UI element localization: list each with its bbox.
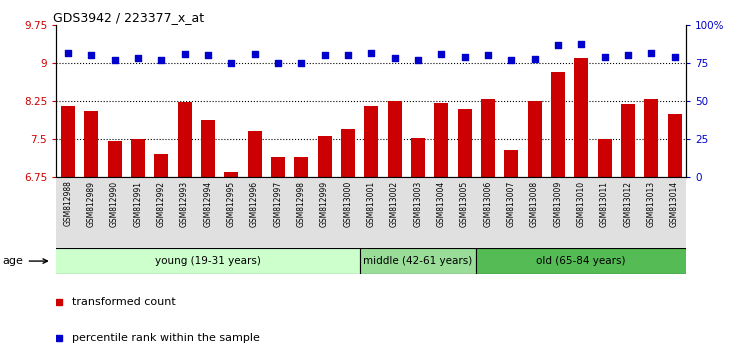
Bar xyxy=(476,248,686,274)
Bar xyxy=(248,131,262,177)
Text: GSM812998: GSM812998 xyxy=(297,181,306,227)
Bar xyxy=(411,138,425,177)
Text: GSM813005: GSM813005 xyxy=(460,181,469,227)
Point xyxy=(412,57,424,63)
Point xyxy=(598,54,610,59)
Bar xyxy=(598,139,611,177)
Point xyxy=(248,51,260,57)
Bar xyxy=(84,111,98,177)
Point xyxy=(342,52,354,58)
Bar xyxy=(574,58,588,177)
Text: GSM813004: GSM813004 xyxy=(436,181,445,227)
Bar xyxy=(294,157,308,177)
Text: GSM812996: GSM812996 xyxy=(250,181,259,227)
Bar xyxy=(131,139,145,177)
Bar xyxy=(527,101,542,177)
Bar xyxy=(364,106,378,177)
Bar xyxy=(458,108,472,177)
Text: GSM812989: GSM812989 xyxy=(87,181,96,227)
Bar xyxy=(668,114,682,177)
Text: transformed count: transformed count xyxy=(72,297,176,307)
Text: GDS3942 / 223377_x_at: GDS3942 / 223377_x_at xyxy=(53,11,204,24)
Text: GSM813011: GSM813011 xyxy=(600,181,609,227)
Bar xyxy=(388,101,401,177)
Text: GSM813002: GSM813002 xyxy=(390,181,399,227)
Point xyxy=(109,57,121,63)
Point xyxy=(178,51,190,57)
Text: old (65-84 years): old (65-84 years) xyxy=(536,256,626,266)
Point xyxy=(155,57,167,63)
Bar xyxy=(61,106,75,177)
Text: GSM813010: GSM813010 xyxy=(577,181,586,227)
Text: GSM813014: GSM813014 xyxy=(670,181,679,227)
Text: GSM813006: GSM813006 xyxy=(484,181,493,227)
Point xyxy=(622,52,634,58)
Bar xyxy=(56,177,686,248)
Text: middle (42-61 years): middle (42-61 years) xyxy=(363,256,472,266)
Text: GSM812995: GSM812995 xyxy=(226,181,236,227)
Bar xyxy=(359,248,476,274)
Point xyxy=(529,56,541,62)
Bar xyxy=(644,99,658,177)
Text: GSM813007: GSM813007 xyxy=(507,181,516,227)
Point xyxy=(668,54,680,59)
Bar xyxy=(434,103,448,177)
Point xyxy=(458,54,470,59)
Text: GSM812992: GSM812992 xyxy=(157,181,166,227)
Text: age: age xyxy=(3,256,47,266)
Point xyxy=(272,61,284,66)
Text: GSM813000: GSM813000 xyxy=(344,181,352,227)
Bar xyxy=(551,72,565,177)
Point xyxy=(62,50,74,56)
Point xyxy=(575,41,587,46)
Bar xyxy=(107,142,122,177)
Text: GSM813009: GSM813009 xyxy=(554,181,562,227)
Point xyxy=(388,55,400,61)
Point xyxy=(225,61,237,66)
Bar xyxy=(481,99,495,177)
Text: GSM812990: GSM812990 xyxy=(110,181,119,227)
Point xyxy=(482,52,494,58)
Text: GSM812993: GSM812993 xyxy=(180,181,189,227)
Text: GSM812994: GSM812994 xyxy=(203,181,212,227)
Text: GSM813013: GSM813013 xyxy=(646,181,656,227)
Text: GSM812999: GSM812999 xyxy=(320,181,329,227)
Bar xyxy=(317,136,332,177)
Text: GSM813012: GSM813012 xyxy=(623,181,632,227)
Text: percentile rank within the sample: percentile rank within the sample xyxy=(72,333,260,343)
Point xyxy=(435,51,447,57)
Text: GSM813003: GSM813003 xyxy=(413,181,422,227)
Bar xyxy=(504,150,518,177)
Point xyxy=(319,52,331,58)
Bar xyxy=(154,154,168,177)
Bar xyxy=(224,172,238,177)
Point xyxy=(132,55,144,61)
Text: GSM812997: GSM812997 xyxy=(274,181,283,227)
Bar xyxy=(56,248,359,274)
Bar xyxy=(178,102,191,177)
Bar xyxy=(341,129,355,177)
Text: GSM812991: GSM812991 xyxy=(134,181,142,227)
Point xyxy=(506,57,518,63)
Point xyxy=(365,50,377,56)
Point xyxy=(552,42,564,48)
Point xyxy=(645,50,657,56)
Text: GSM812988: GSM812988 xyxy=(64,181,73,227)
Text: GSM813001: GSM813001 xyxy=(367,181,376,227)
Point xyxy=(202,52,214,58)
Text: young (19-31 years): young (19-31 years) xyxy=(155,256,261,266)
Bar xyxy=(621,104,635,177)
Bar xyxy=(271,157,285,177)
Text: GSM813008: GSM813008 xyxy=(530,181,539,227)
Bar xyxy=(201,120,215,177)
Point xyxy=(296,60,307,66)
Point xyxy=(86,52,98,58)
